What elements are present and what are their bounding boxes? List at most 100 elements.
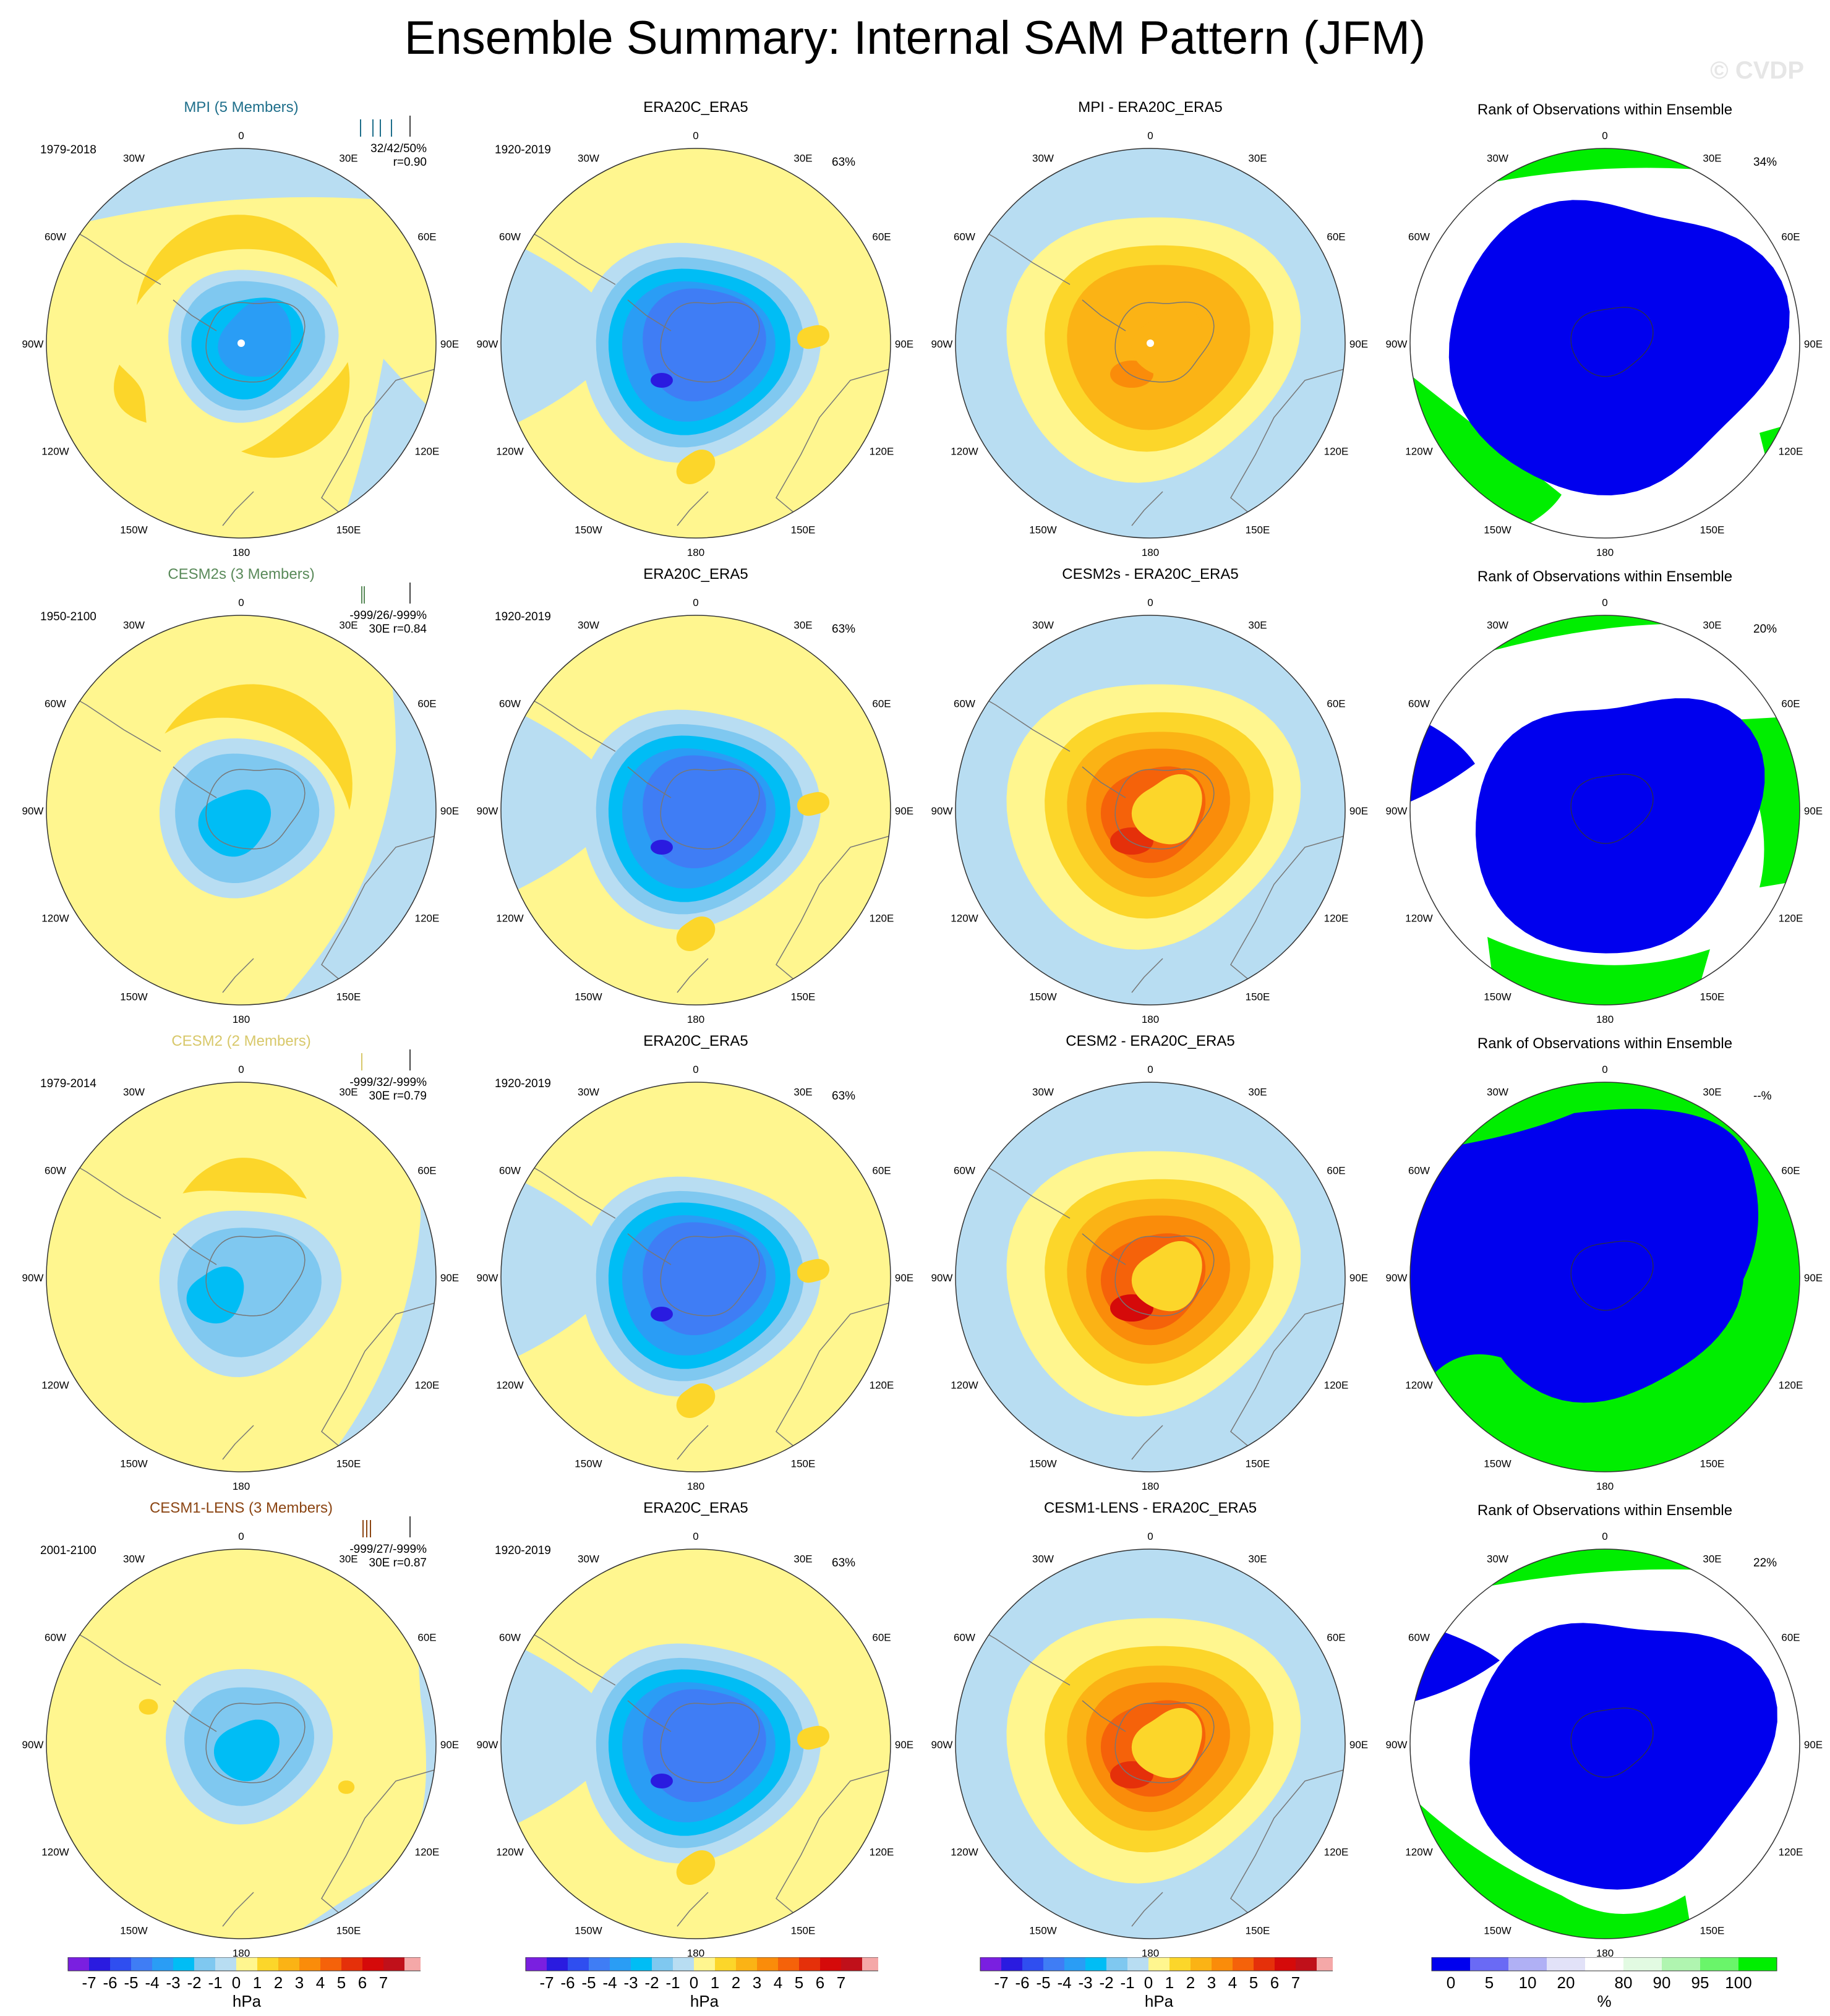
lon-label: 120W bbox=[1405, 446, 1432, 458]
colorbar-swatch bbox=[1127, 1957, 1148, 1971]
positive-anomaly-patch bbox=[797, 325, 830, 349]
colorbar-tick-label: 5 bbox=[1485, 1973, 1494, 1992]
lon-label: 90E bbox=[1804, 805, 1823, 817]
colorbar-tick-label: -7 bbox=[994, 1973, 1008, 1992]
new-zealand-coastline bbox=[1131, 1425, 1163, 1460]
new-zealand-coastline bbox=[677, 491, 709, 526]
stats-line-2: r=0.90 bbox=[393, 156, 427, 169]
lon-label: 60E bbox=[1327, 1165, 1345, 1177]
lon-label: 90E bbox=[440, 805, 459, 817]
lon-label: 120W bbox=[41, 1847, 69, 1858]
map-border bbox=[46, 615, 437, 1006]
period-label: 1920-2019 bbox=[495, 1077, 551, 1090]
lon-label: 150E bbox=[791, 524, 816, 536]
lon-label: 30E bbox=[793, 1553, 812, 1565]
stats-block: -999/27/-999% 30E r=0.87 bbox=[303, 1543, 427, 1570]
australia-coastline bbox=[321, 367, 436, 529]
map-panel-diff: 0 30E 60E 90E 120E 150E 180 150W 120W 90W 60W 30W CE… bbox=[921, 566, 1379, 1036]
colorbar-tick-label: 3 bbox=[753, 1973, 761, 1992]
lon-label: 120E bbox=[1779, 913, 1803, 925]
lon-label: 90W bbox=[22, 1739, 44, 1751]
colorbar-swatch bbox=[1001, 1957, 1022, 1971]
lon-label: 150W bbox=[1029, 991, 1056, 1003]
polar-map: 0 30E 60E 90E 120E 150E 180 150W 120W 90W 60W 30W bbox=[477, 1531, 914, 1959]
stats-line-2: 30E r=0.79 bbox=[369, 1090, 427, 1103]
lon-label: 90W bbox=[477, 338, 498, 350]
positive-anomaly-patch bbox=[797, 792, 830, 816]
colorbar-tick-label: -3 bbox=[166, 1973, 180, 1992]
antarctica-coastline bbox=[1570, 307, 1654, 377]
lon-label: 0 bbox=[1147, 597, 1153, 609]
lon-label: 150W bbox=[1484, 991, 1511, 1003]
lon-label: 120W bbox=[41, 913, 69, 925]
period-label: 1920-2019 bbox=[495, 143, 551, 156]
colorbar-swatch bbox=[278, 1957, 299, 1971]
lon-label: 180 bbox=[233, 1947, 250, 1959]
map-panel-obs: 0 30E 60E 90E 120E 150E 180 150W 120W 90W 60W 30W ER… bbox=[467, 1500, 925, 1970]
polar-map: 0 30E 60E 90E 120E 150E 180 150W 120W 90W 60W 30W bbox=[931, 1531, 1369, 1959]
colorbar-swatch bbox=[736, 1957, 757, 1971]
colorbar-unit: % bbox=[1597, 1992, 1611, 2010]
colorbar-swatch bbox=[1064, 1957, 1085, 1971]
lon-label: 30W bbox=[1032, 1087, 1054, 1098]
positive-anomaly-patch bbox=[676, 916, 716, 951]
polar-map: 0 30E 60E 90E 120E 150E 180 150W 120W 90W 60W 30W bbox=[931, 597, 1369, 1025]
colorbar-tick-label: 7 bbox=[837, 1973, 845, 1992]
ensemble-rug-plot bbox=[360, 116, 411, 137]
colorbar-swatch bbox=[610, 1957, 631, 1971]
lon-label: 30E bbox=[1248, 1087, 1267, 1098]
new-zealand-coastline bbox=[677, 958, 709, 993]
positive-anomaly-patch bbox=[797, 1725, 830, 1750]
polar-map: 0 30E 60E 90E 120E 150E 180 150W 120W 90W 60W 30W bbox=[22, 130, 460, 558]
lon-label: 0 bbox=[238, 597, 244, 609]
lon-label: 150E bbox=[1246, 1458, 1270, 1470]
colorbar-swatch bbox=[841, 1957, 862, 1971]
new-zealand-coastline bbox=[222, 491, 254, 526]
lon-label: 30E bbox=[793, 620, 812, 631]
lon-label: 90E bbox=[895, 805, 913, 817]
colorbar-tick-label: 5 bbox=[795, 1973, 803, 1992]
lon-label: 180 bbox=[1596, 547, 1614, 558]
colorbar-tick-label: 95 bbox=[1691, 1973, 1709, 1992]
negative-anomaly-core bbox=[186, 1266, 244, 1324]
lon-label: 150W bbox=[1484, 524, 1511, 536]
lon-label: 60E bbox=[1327, 231, 1345, 243]
colorbar-swatch bbox=[1275, 1957, 1296, 1971]
colorbar-swatch bbox=[173, 1957, 194, 1971]
antarctica-coastline bbox=[660, 1235, 760, 1317]
antarctica-coastline bbox=[1570, 1241, 1654, 1311]
colorbar-tick-label: -1 bbox=[665, 1973, 680, 1992]
colorbar-swatch bbox=[1547, 1957, 1585, 1971]
lon-label: 30E bbox=[793, 1087, 812, 1098]
positive-anomaly-patch bbox=[676, 1850, 716, 1885]
panel-title: CESM2 (2 Members) bbox=[171, 1033, 311, 1049]
map-border bbox=[955, 615, 1346, 1006]
lon-label: 60E bbox=[872, 1165, 891, 1177]
lon-label: 120E bbox=[415, 1380, 440, 1391]
panel-title: CESM2s - ERA20C_ERA5 bbox=[1062, 566, 1239, 583]
colorbar-swatch bbox=[1700, 1957, 1738, 1971]
colorbar-swatch bbox=[673, 1957, 694, 1971]
lon-label: 60E bbox=[417, 1165, 436, 1177]
percent-label: 22% bbox=[1753, 1557, 1777, 1570]
colorbar-tick-label: 5 bbox=[337, 1973, 346, 1992]
watermark-logo: © CVDP bbox=[1710, 57, 1804, 84]
antarctica-coastline bbox=[1570, 1707, 1654, 1778]
percent-label: --% bbox=[1753, 1090, 1772, 1103]
map-panel-model: 0 30E 60E 90E 120E 150E 180 150W 120W 90W 60W 30W CE… bbox=[12, 1033, 470, 1503]
lon-label: 150W bbox=[1029, 524, 1056, 536]
lon-label: 180 bbox=[233, 1480, 250, 1492]
colorbar-tick-label: 2 bbox=[1186, 1973, 1195, 1992]
lon-label: 120E bbox=[1324, 446, 1349, 458]
lon-label: 120W bbox=[496, 1380, 523, 1391]
rank-low-region bbox=[1476, 698, 1765, 954]
lon-label: 120E bbox=[1324, 913, 1349, 925]
lon-label: 30E bbox=[1248, 153, 1267, 164]
lon-label: 150W bbox=[120, 991, 147, 1003]
colorbar-swatch bbox=[980, 1957, 1001, 1971]
map-border bbox=[500, 148, 891, 539]
lon-label: 150W bbox=[1484, 1925, 1511, 1937]
lon-label: 120E bbox=[1779, 446, 1803, 458]
map-border bbox=[46, 148, 437, 539]
colorbar-tick-label: 0 bbox=[232, 1973, 241, 1992]
